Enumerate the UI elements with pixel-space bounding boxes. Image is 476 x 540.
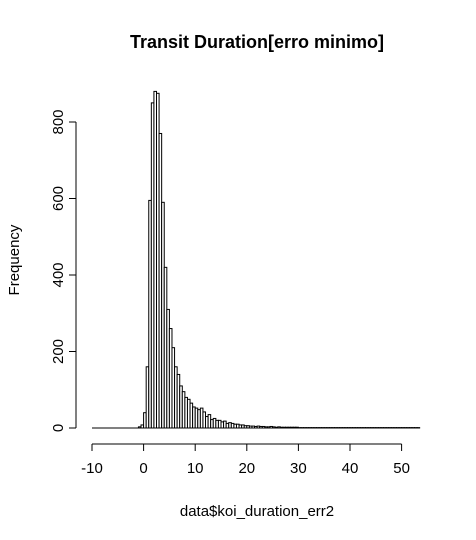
x-tick-label: 10 [187, 460, 204, 477]
x-tick-label: 40 [342, 460, 359, 477]
x-tick-label: 30 [290, 460, 307, 477]
y-axis-label: Frequency [6, 224, 23, 295]
x-tick-label: 50 [393, 460, 410, 477]
y-tick-label: 800 [50, 109, 67, 134]
x-axis-ticks: -10 0 10 20 30 40 50 [81, 444, 410, 477]
y-tick-label: 0 [50, 424, 67, 432]
chart-title: Transit Duration[erro minimo] [130, 32, 384, 52]
x-tick-label: 20 [238, 460, 255, 477]
y-axis-ticks: 0 200 400 600 800 [50, 109, 76, 432]
x-tick-label: 0 [139, 460, 147, 477]
x-axis-label: data$koi_duration_err2 [180, 503, 334, 520]
y-tick-label: 600 [50, 186, 67, 211]
y-tick-label: 400 [50, 262, 67, 287]
x-tick-label: -10 [81, 460, 103, 477]
histogram-bars [92, 90, 421, 429]
y-tick-label: 200 [50, 339, 67, 364]
